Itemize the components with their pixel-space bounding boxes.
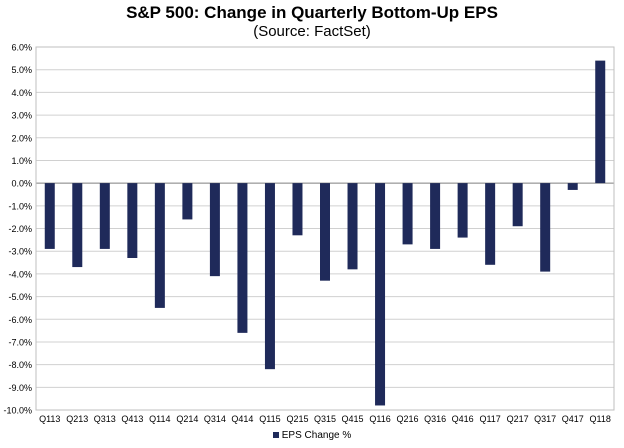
y-tick-label: -7.0%	[8, 337, 32, 347]
bar-Q413	[127, 183, 138, 258]
y-tick-label: 6.0%	[11, 43, 32, 53]
x-tick-label: Q118	[590, 414, 611, 424]
y-tick-label: -2.0%	[8, 224, 32, 234]
bar-Q317	[540, 183, 551, 272]
bar-Q113	[44, 183, 55, 249]
y-tick-label: 4.0%	[11, 88, 32, 98]
chart-subtitle: (Source: FactSet)	[253, 23, 371, 40]
legend: EPS Change %	[0, 430, 624, 441]
y-tick-label: 0.0%	[11, 179, 32, 189]
bar-Q117	[485, 183, 496, 265]
x-tick-label: Q414	[231, 414, 253, 424]
legend-swatch	[272, 432, 279, 438]
bar-Q314	[209, 183, 220, 277]
bar-Q315	[320, 183, 330, 281]
bar-Q214	[182, 183, 193, 220]
y-tick-label: -10.0%	[3, 406, 32, 416]
y-tick-label: -8.0%	[8, 360, 32, 370]
bar-Q213	[72, 183, 83, 268]
bar-Q216	[402, 183, 413, 245]
x-tick-label: Q216	[397, 414, 419, 424]
bar-Q313	[99, 183, 110, 249]
x-tick-label: Q313	[94, 414, 116, 424]
bar-Q217	[512, 183, 523, 227]
y-axis-tick-labels: 6.0% 5.0% 4.0% 3.0% 2.0% 1.0% 0.0% -1.0% -2.0% -3…	[3, 43, 32, 416]
bar-Q118	[595, 60, 606, 184]
x-tick-label: Q113	[39, 414, 60, 424]
x-tick-label: Q114	[149, 414, 170, 424]
bars	[44, 60, 606, 406]
x-tick-label: Q116	[369, 414, 390, 424]
x-tick-label: Q415	[342, 414, 364, 424]
x-tick-label: Q315	[314, 414, 336, 424]
x-tick-label: Q215	[286, 414, 308, 424]
y-tick-label: 3.0%	[11, 111, 32, 121]
bar-Q415	[347, 183, 358, 270]
y-tick-label: 5.0%	[11, 65, 32, 75]
x-tick-label: Q214	[176, 414, 198, 424]
x-tick-label: Q413	[121, 414, 143, 424]
x-tick-label: Q314	[204, 414, 226, 424]
bar-Q215	[292, 183, 303, 236]
y-tick-label: -1.0%	[8, 201, 32, 211]
x-tick-label: Q416	[452, 414, 474, 424]
bar-Q116	[375, 183, 386, 406]
x-tick-label: Q117	[479, 414, 500, 424]
y-tick-label: -4.0%	[8, 269, 32, 279]
y-tick-label: 2.0%	[11, 133, 32, 143]
bar-Q416	[457, 183, 468, 238]
x-tick-label: Q115	[259, 414, 280, 424]
bar-Q114	[154, 183, 165, 308]
legend-label: EPS Change %	[281, 430, 352, 441]
bar-Q115	[264, 183, 275, 370]
x-tick-label: Q316	[424, 414, 446, 424]
y-tick-label: -6.0%	[8, 315, 32, 325]
x-axis-tick-labels: Q113 Q213 Q313 Q413 Q114 Q214 Q314 Q414 Q115 Q215…	[39, 414, 611, 424]
x-tick-label: Q317	[534, 414, 556, 424]
y-tick-label: 1.0%	[11, 156, 32, 166]
x-tick-label: Q213	[66, 414, 88, 424]
plot-area-border	[35, 46, 615, 411]
bar-Q414	[237, 183, 248, 333]
x-tick-label: Q417	[562, 414, 584, 424]
bar-Q417	[567, 183, 578, 190]
x-tick-label: Q217	[507, 414, 529, 424]
y-tick-label: -5.0%	[8, 292, 32, 302]
chart-title: S&P 500: Change in Quarterly Bottom-Up E…	[126, 3, 498, 22]
y-tick-label: -3.0%	[8, 247, 32, 257]
y-tick-label: -9.0%	[8, 383, 32, 393]
bar-Q316	[430, 183, 441, 249]
